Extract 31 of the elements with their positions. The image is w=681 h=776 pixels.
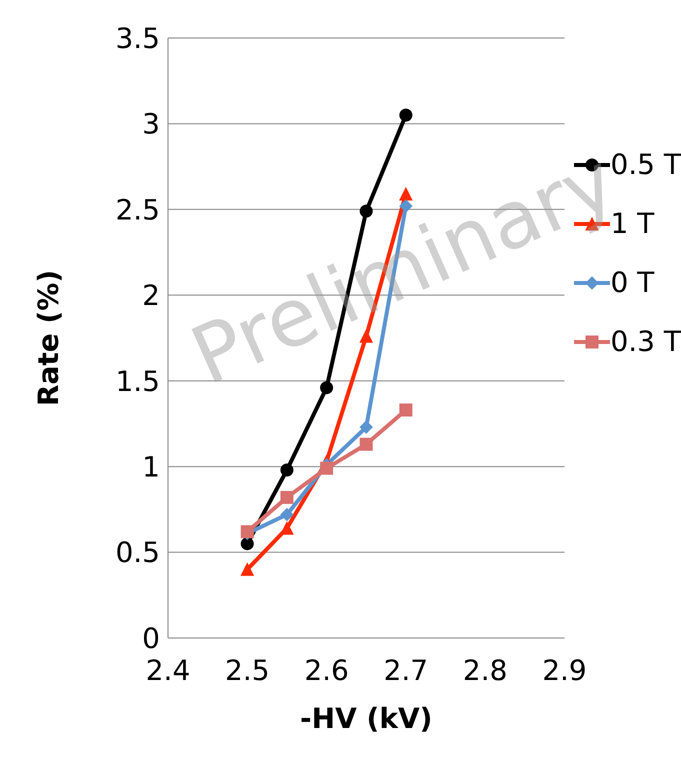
point: [280, 490, 294, 504]
point: [240, 537, 254, 550]
y-tick-label: 3: [142, 108, 160, 141]
x-axis-title: -HV (kV): [300, 702, 432, 735]
legend-label: 1 T: [610, 207, 654, 240]
point: [240, 562, 254, 576]
x-tick-label: 2.6: [304, 654, 349, 687]
y-tick-label: 1: [142, 450, 160, 484]
y-tick-label: 3.5: [115, 22, 160, 55]
y-axis-title: Rate (%): [32, 270, 65, 406]
legend-label: 0 T: [610, 266, 654, 299]
x-tick-label: 2.8: [462, 654, 508, 687]
y-tick-label: 1.5: [115, 364, 160, 398]
y-tick-label: 2.5: [115, 193, 160, 226]
point: [320, 462, 334, 475]
point: [360, 438, 373, 451]
point: [399, 108, 412, 122]
y-tick-label: 0.5: [115, 536, 160, 570]
y-tick-label: 2: [142, 279, 160, 312]
point: [360, 420, 373, 434]
x-tick-label: 2.9: [542, 654, 587, 687]
point: [280, 508, 294, 522]
point: [280, 522, 294, 535]
legend-label: 0.5 T: [610, 148, 681, 181]
point: [280, 464, 294, 476]
x-tick-label: 2.5: [225, 654, 270, 687]
legend-label: 0.3 T: [610, 325, 681, 358]
x-tick-label: 2.4: [146, 654, 190, 687]
y-tick-label: 0: [142, 622, 160, 655]
point: [399, 404, 412, 416]
x-tick-label: 2.7: [384, 654, 428, 687]
